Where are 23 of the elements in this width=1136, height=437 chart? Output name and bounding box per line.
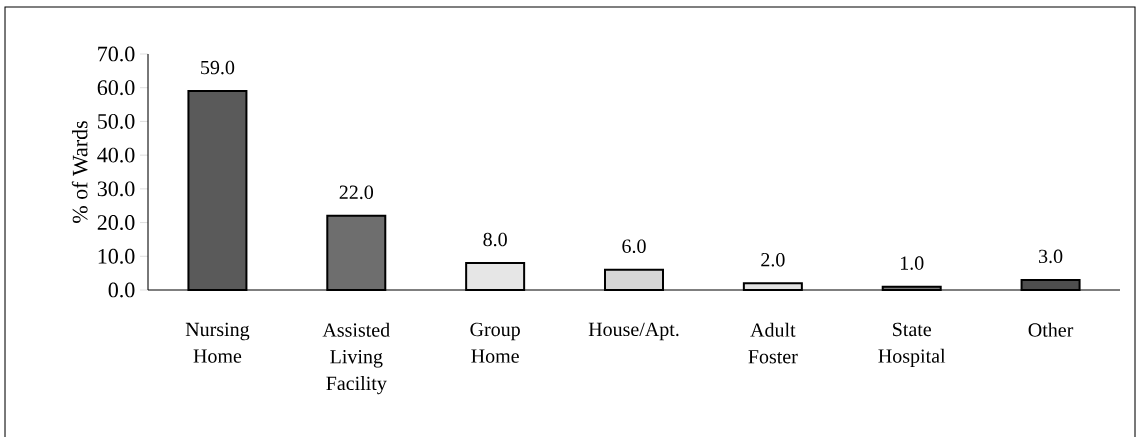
data-label: 3.0 — [1039, 249, 1063, 264]
x-tick-label: Nursing Home — [185, 322, 250, 363]
y-tick-label: 60.0 — [97, 80, 135, 96]
data-label: 2.0 — [761, 252, 785, 267]
x-tick-label: Other — [1028, 322, 1074, 337]
data-label: 6.0 — [622, 239, 646, 254]
data-label: 1.0 — [900, 256, 924, 270]
x-tick-label: Group Home — [470, 322, 520, 363]
x-tick-label: Adult Foster — [748, 322, 798, 364]
x-tick-label: House/Apt. — [588, 322, 679, 341]
x-tick-label: State Hospital — [878, 322, 946, 367]
data-label: 59.0 — [201, 60, 235, 75]
x-tick-label: Assisted Living Facility — [322, 322, 390, 395]
y-axis-title: % of Wards — [71, 121, 88, 223]
data-label: 22.0 — [339, 185, 374, 200]
data-label: 8.0 — [483, 232, 507, 247]
y-tick-label: 0.0 — [108, 282, 135, 298]
y-tick-label: 70.0 — [98, 46, 135, 62]
y-tick-label: 40.0 — [97, 147, 135, 163]
y-tick-label: 50.0 — [98, 113, 135, 129]
y-tick-label: 20.0 — [97, 215, 135, 231]
y-tick-label: 10.0 — [98, 248, 135, 264]
y-tick-label: 30.0 — [97, 181, 135, 197]
